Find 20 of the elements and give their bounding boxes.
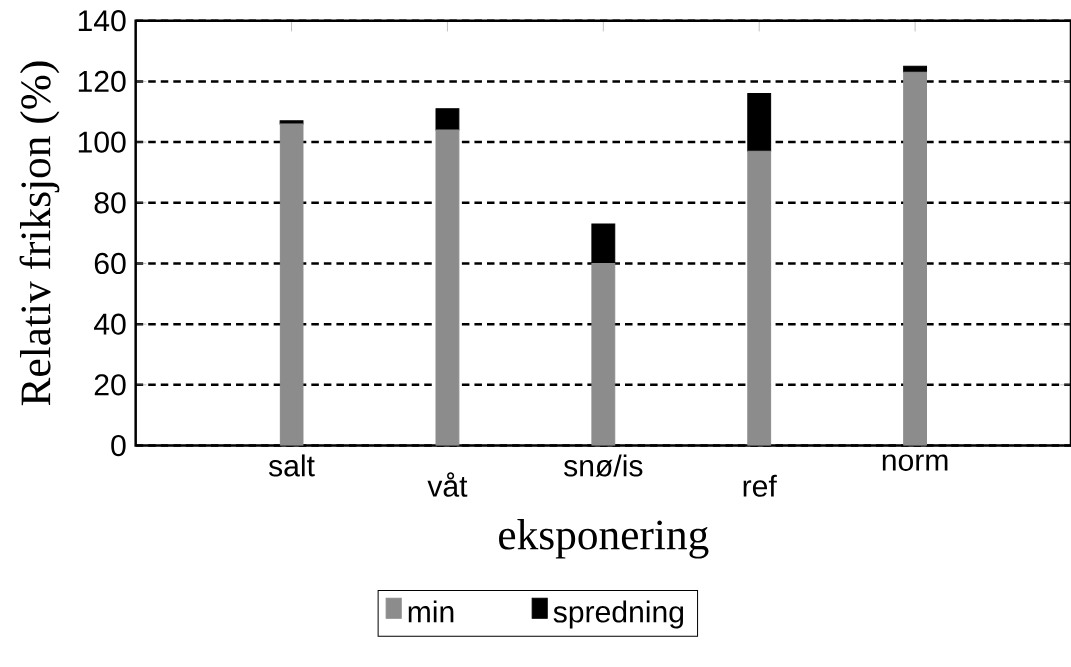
x-tick-label: ref [743, 474, 777, 497]
x-tick-label: salt [268, 454, 315, 477]
legend-label: min [408, 600, 454, 623]
y-tick-label: 0 [111, 434, 126, 457]
legend-label: spredning [553, 600, 684, 629]
y-tick-label: 80 [94, 192, 126, 214]
y-tick-label: 20 [94, 374, 126, 396]
x-tick-label: snø/is [564, 454, 643, 477]
bar [747, 93, 772, 152]
y-axis-title: Relativ friksjon (%) [19, 61, 60, 406]
y-tick-label: 140 [78, 10, 126, 32]
x-tick-label: våt [427, 472, 468, 497]
bar [591, 223, 616, 265]
y-tick-label: 60 [94, 252, 126, 275]
y-tick-label: 120 [78, 70, 126, 93]
x-tick-label: norm [882, 454, 948, 471]
y-tick-label: 40 [94, 313, 126, 335]
y-tick-label: 100 [78, 131, 126, 153]
bar [435, 108, 460, 131]
x-axis-title: eksponering [499, 519, 709, 559]
